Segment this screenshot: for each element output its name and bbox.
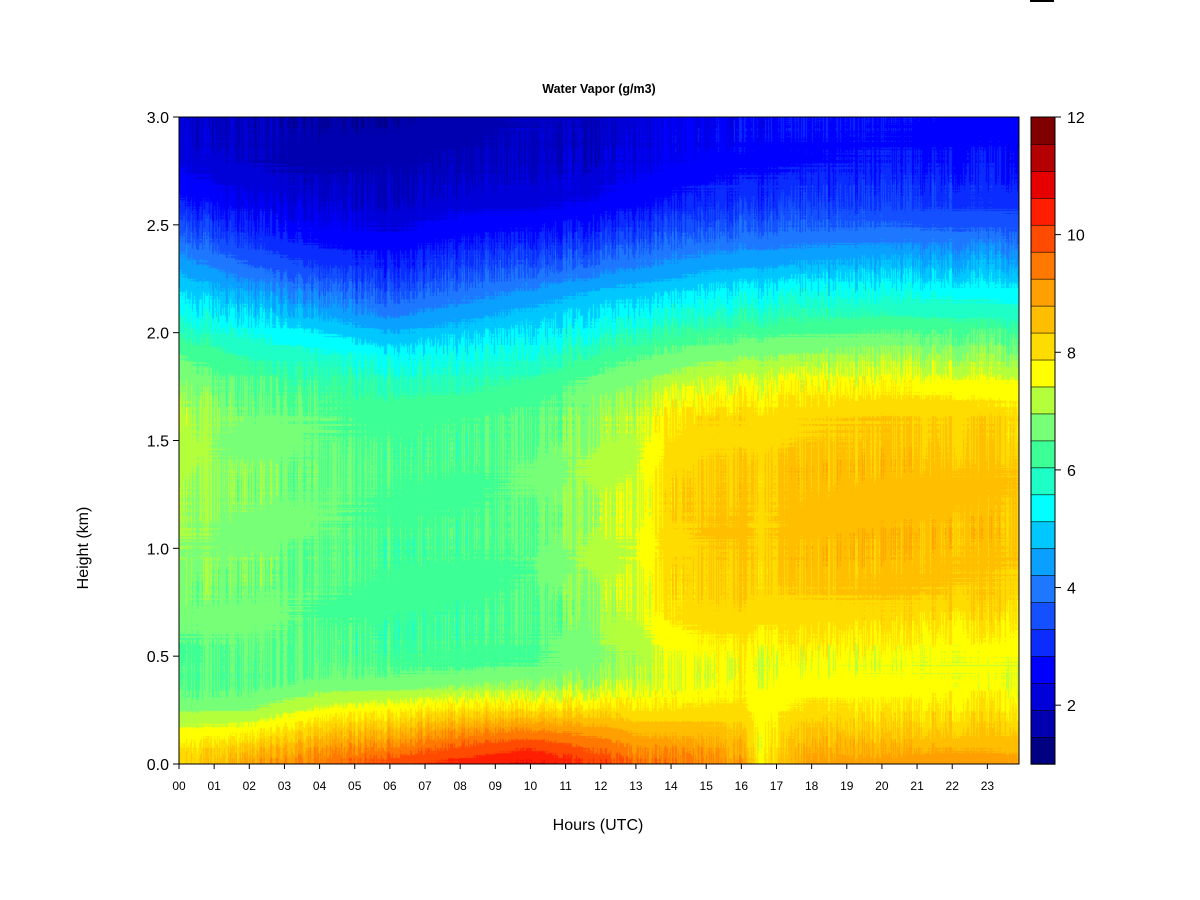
- colorbar-swatch: [1030, 440, 1056, 469]
- x-tick-label: 21: [910, 779, 924, 793]
- plot-area: [178, 116, 1020, 765]
- x-tick-label: 16: [735, 779, 749, 793]
- y-tick-label: 2.0: [147, 326, 169, 343]
- colorbar-swatch: [1030, 628, 1056, 657]
- colorbar-swatch: [1030, 494, 1056, 523]
- x-tick-label: 19: [840, 779, 854, 793]
- colorbar-swatch: [1030, 521, 1056, 550]
- y-tick-label: 1.5: [147, 434, 169, 451]
- y-tick-label: 1.0: [147, 541, 169, 558]
- x-tick-label: 05: [348, 779, 362, 793]
- x-tick-label: 03: [278, 779, 292, 793]
- y-tick-label: 0.0: [147, 757, 169, 774]
- x-tick-label: 23: [981, 779, 995, 793]
- x-tick-label: 09: [489, 779, 503, 793]
- colorbar-tick-label: 2: [1067, 698, 1076, 715]
- colorbar-swatch: [1030, 736, 1056, 765]
- x-axis-label: Hours (UTC): [553, 817, 644, 834]
- x-tick-label: 22: [946, 779, 960, 793]
- x-tick-label: 10: [524, 779, 538, 793]
- x-axis: 00 01 02 03 04 05 06 07 08 09 10 11 12 13 14 15 16 17 18 19…: [172, 764, 994, 793]
- chart-title: Water Vapor (g/m3): [542, 82, 655, 96]
- x-tick-label: 18: [805, 779, 819, 793]
- x-tick-label: 12: [594, 779, 608, 793]
- colorbar-swatch: [1030, 224, 1056, 253]
- colorbar-swatch: [1030, 197, 1056, 226]
- colorbar-swatch: [1030, 601, 1056, 630]
- x-tick-label: 15: [700, 779, 714, 793]
- colorbar-swatch: [1030, 467, 1056, 496]
- x-tick-label: 07: [418, 779, 432, 793]
- colorbar-swatch: [1030, 655, 1056, 684]
- colorbar-swatch: [1030, 332, 1056, 361]
- colorbar-swatch: [1030, 251, 1056, 280]
- colorbar-frame: [1030, 116, 1056, 765]
- colorbar-tick-label: 12: [1067, 110, 1085, 127]
- colorbar-swatch: [1030, 548, 1056, 576]
- colorbar-tick-label: 10: [1067, 228, 1085, 245]
- x-tick-label: 13: [629, 779, 643, 793]
- colorbar-swatch: [1030, 682, 1056, 711]
- x-tick-label: 04: [313, 779, 327, 793]
- x-tick-label: 00: [172, 779, 186, 793]
- colorbar: 2 4 6 8 10 12: [1030, 110, 1085, 765]
- colorbar-swatch: [1030, 278, 1056, 307]
- colorbar-swatch: [1030, 143, 1056, 172]
- x-tick-label: 06: [383, 779, 397, 793]
- x-tick-label: 11: [559, 779, 572, 793]
- colorbar-swatch: [1030, 709, 1056, 738]
- x-tick-label: 02: [243, 779, 257, 793]
- colorbar-swatch: [1030, 386, 1056, 415]
- colorbar-swatch: [1030, 413, 1056, 442]
- y-tick-label: 3.0: [147, 110, 169, 127]
- y-axis-label: Height (km): [75, 507, 92, 590]
- colorbar-swatch: [1030, 574, 1056, 603]
- x-tick-label: 14: [664, 779, 678, 793]
- colorbar-tick-label: 6: [1067, 463, 1076, 480]
- corner-mark: [1030, 0, 1054, 2]
- x-tick-label: 20: [875, 779, 889, 793]
- heatmap-raster: [179, 117, 1019, 764]
- x-tick-label: 17: [770, 779, 784, 793]
- colorbar-swatch: [1030, 170, 1056, 199]
- x-tick-label: 01: [207, 779, 221, 793]
- colorbar-swatch: [1030, 305, 1056, 334]
- y-tick-label: 2.5: [147, 218, 169, 235]
- colorbar-swatch: [1030, 116, 1056, 145]
- colorbar-tick-label: 8: [1067, 345, 1076, 362]
- x-tick-label: 08: [453, 779, 467, 793]
- colorbar-swatch: [1030, 359, 1056, 388]
- y-tick-label: 0.5: [147, 649, 169, 666]
- colorbar-tick-label: 4: [1067, 581, 1076, 598]
- y-axis: 0.0 0.5 1.0 1.5 2.0 2.5 3.0: [147, 110, 179, 774]
